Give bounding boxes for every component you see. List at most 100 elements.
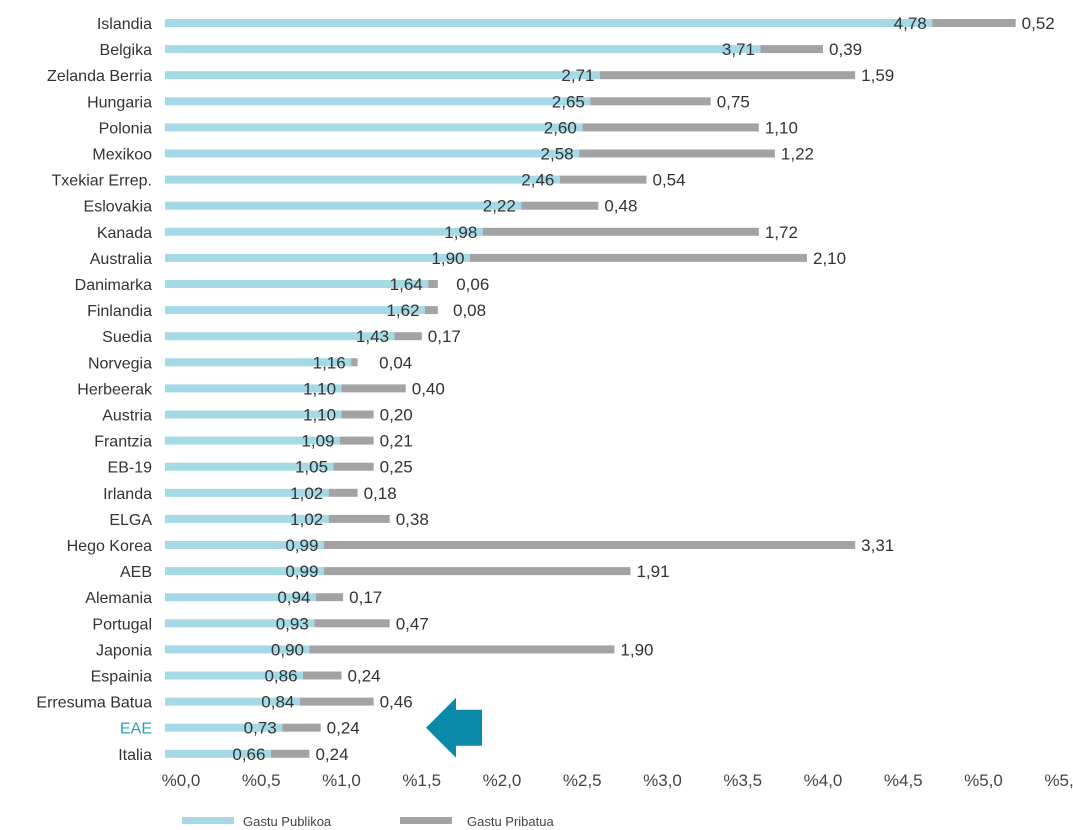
bar-private	[339, 436, 374, 445]
data-label-private: 0,47	[396, 614, 429, 633]
bar-private	[521, 201, 599, 210]
data-label-public: 1,43	[356, 327, 389, 346]
bar-private	[333, 462, 374, 471]
data-label-public: 2,22	[483, 197, 516, 216]
bar-public	[165, 19, 933, 27]
category-label: Suedia	[102, 329, 152, 346]
bar-public	[165, 227, 483, 236]
bar-public	[165, 567, 324, 576]
data-label-public: 0,99	[285, 536, 318, 555]
data-label-private: 0,38	[396, 510, 429, 529]
data-label-public: 0,90	[271, 640, 304, 659]
data-label-private: 0,24	[315, 745, 348, 764]
data-label-public: 1,64	[390, 275, 423, 294]
bar-public	[165, 541, 324, 549]
category-label: Islandia	[97, 16, 152, 33]
category-label: Erresuma Batua	[36, 695, 152, 712]
annotation-layer	[426, 697, 482, 758]
data-label-private: 0,75	[717, 92, 750, 111]
data-label-public: 1,16	[313, 353, 346, 372]
bar-private	[315, 593, 344, 602]
bar-public	[165, 358, 352, 367]
data-label-public: 0,99	[285, 562, 318, 581]
bar-public	[165, 514, 329, 523]
x-tick-label: %5,5	[1044, 771, 1073, 790]
x-tick-label: %1,5	[402, 771, 441, 790]
category-label: EAE	[120, 721, 152, 738]
data-label-public: 0,73	[244, 719, 277, 738]
data-label-public: 1,62	[386, 301, 419, 320]
data-label-public: 3,71	[722, 40, 755, 59]
bar-private	[323, 567, 631, 576]
data-label-private: 0,17	[428, 327, 461, 346]
data-label-private: 0,52	[1022, 14, 1055, 33]
legend: Gastu Publikoa Gastu Pribatua	[182, 814, 554, 829]
data-label-public: 2,46	[521, 171, 554, 190]
bar-private	[590, 97, 711, 106]
bar-public	[165, 175, 560, 184]
category-label: Australia	[90, 251, 152, 268]
bar-public	[165, 645, 310, 654]
bar-public	[165, 410, 342, 419]
data-label-private: 0,06	[456, 275, 489, 294]
data-label-public: 1,10	[303, 379, 336, 398]
bar-private	[482, 227, 759, 236]
bar-public	[165, 45, 761, 54]
category-label: Hungaria	[87, 94, 152, 111]
bar-private	[351, 358, 358, 367]
bar-private	[341, 410, 374, 419]
bar-private	[559, 175, 647, 184]
bar-private	[328, 514, 390, 523]
data-label-private: 0,24	[327, 719, 360, 738]
data-label-private: 0,18	[364, 484, 397, 503]
bar-private	[579, 149, 775, 158]
category-label: Italia	[118, 747, 152, 764]
legend-swatch-public	[182, 817, 234, 824]
labels-layer: Islandia 4,78 0,52 Belgika 3,71 0,39 Zelanda B…	[36, 14, 1054, 764]
category-label: Zelanda Berria	[47, 68, 152, 85]
category-label: Polonia	[99, 120, 152, 137]
bar-public	[165, 253, 470, 262]
data-label-private: 1,59	[861, 66, 894, 85]
bar-private	[270, 749, 310, 758]
data-label-private: 0,24	[348, 667, 381, 686]
x-tick-label: %3,5	[723, 771, 762, 790]
bar-public	[165, 384, 342, 393]
data-label-public: 2,60	[544, 118, 577, 137]
x-tick-label: %2,0	[483, 771, 522, 790]
bar-private	[428, 280, 438, 288]
x-tick-label: %2,5	[563, 771, 602, 790]
data-label-public: 2,71	[561, 66, 594, 85]
bar-public	[165, 436, 340, 445]
data-label-public: 1,90	[431, 249, 464, 268]
data-label-public: 1,09	[301, 432, 334, 451]
data-label-public: 1,10	[303, 406, 336, 425]
category-label: Austria	[102, 408, 152, 425]
data-label-private: 0,21	[380, 432, 413, 451]
bar-public	[165, 123, 583, 132]
data-label-private: 0,20	[380, 406, 413, 425]
bar-public	[165, 332, 395, 341]
data-label-private: 3,31	[861, 536, 894, 555]
bar-public	[165, 462, 334, 471]
data-label-public: 0,86	[264, 667, 297, 686]
data-label-public: 0,93	[276, 614, 309, 633]
data-label-public: 1,02	[290, 510, 323, 529]
bar-public	[165, 280, 429, 288]
category-label: Danimarka	[75, 277, 152, 294]
legend-label-private: Gastu Pribatua	[467, 814, 554, 829]
data-label-private: 0,04	[379, 353, 412, 372]
bar-private	[299, 697, 374, 706]
x-tick-label: %1,0	[322, 771, 361, 790]
bar-private	[328, 488, 358, 497]
x-tick-label: %0,5	[242, 771, 281, 790]
data-label-public: 4,78	[894, 14, 927, 33]
bar-public	[165, 149, 580, 158]
bar-private	[599, 71, 856, 80]
data-label-public: 2,65	[552, 92, 585, 111]
category-label: Portugal	[92, 616, 152, 633]
data-label-public: 1,05	[295, 458, 328, 477]
data-label-private: 1,22	[781, 145, 814, 164]
